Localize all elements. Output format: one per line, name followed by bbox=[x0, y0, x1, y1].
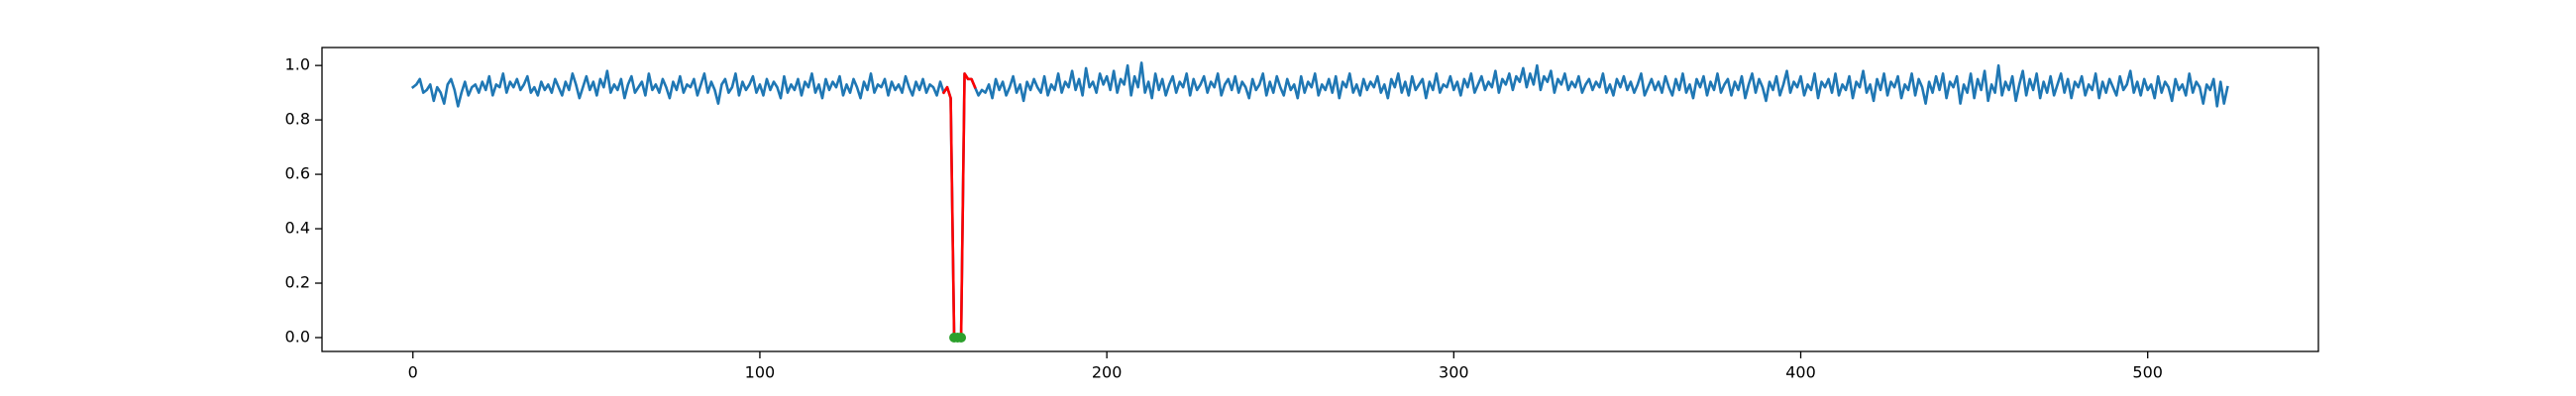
y-tick-label: 0.4 bbox=[285, 219, 310, 238]
x-tick-label: 100 bbox=[745, 363, 776, 382]
x-tick-label: 300 bbox=[1439, 363, 1469, 382]
axes-frame bbox=[321, 47, 2319, 352]
line bbox=[941, 72, 977, 340]
y-tick-label: 0.8 bbox=[285, 110, 310, 129]
x-tick-label: 200 bbox=[1092, 363, 1123, 382]
line bbox=[410, 61, 2229, 340]
y-tick-label: 0.2 bbox=[285, 273, 310, 292]
marker bbox=[956, 332, 967, 343]
x-tick-label: 400 bbox=[1785, 363, 1816, 382]
y-tick-label: 1.0 bbox=[285, 55, 310, 74]
y-tick-label: 0.0 bbox=[285, 327, 310, 346]
x-tick-label: 0 bbox=[408, 363, 418, 382]
x-tick-label: 500 bbox=[2132, 363, 2163, 382]
y-tick-label: 0.6 bbox=[285, 164, 310, 183]
